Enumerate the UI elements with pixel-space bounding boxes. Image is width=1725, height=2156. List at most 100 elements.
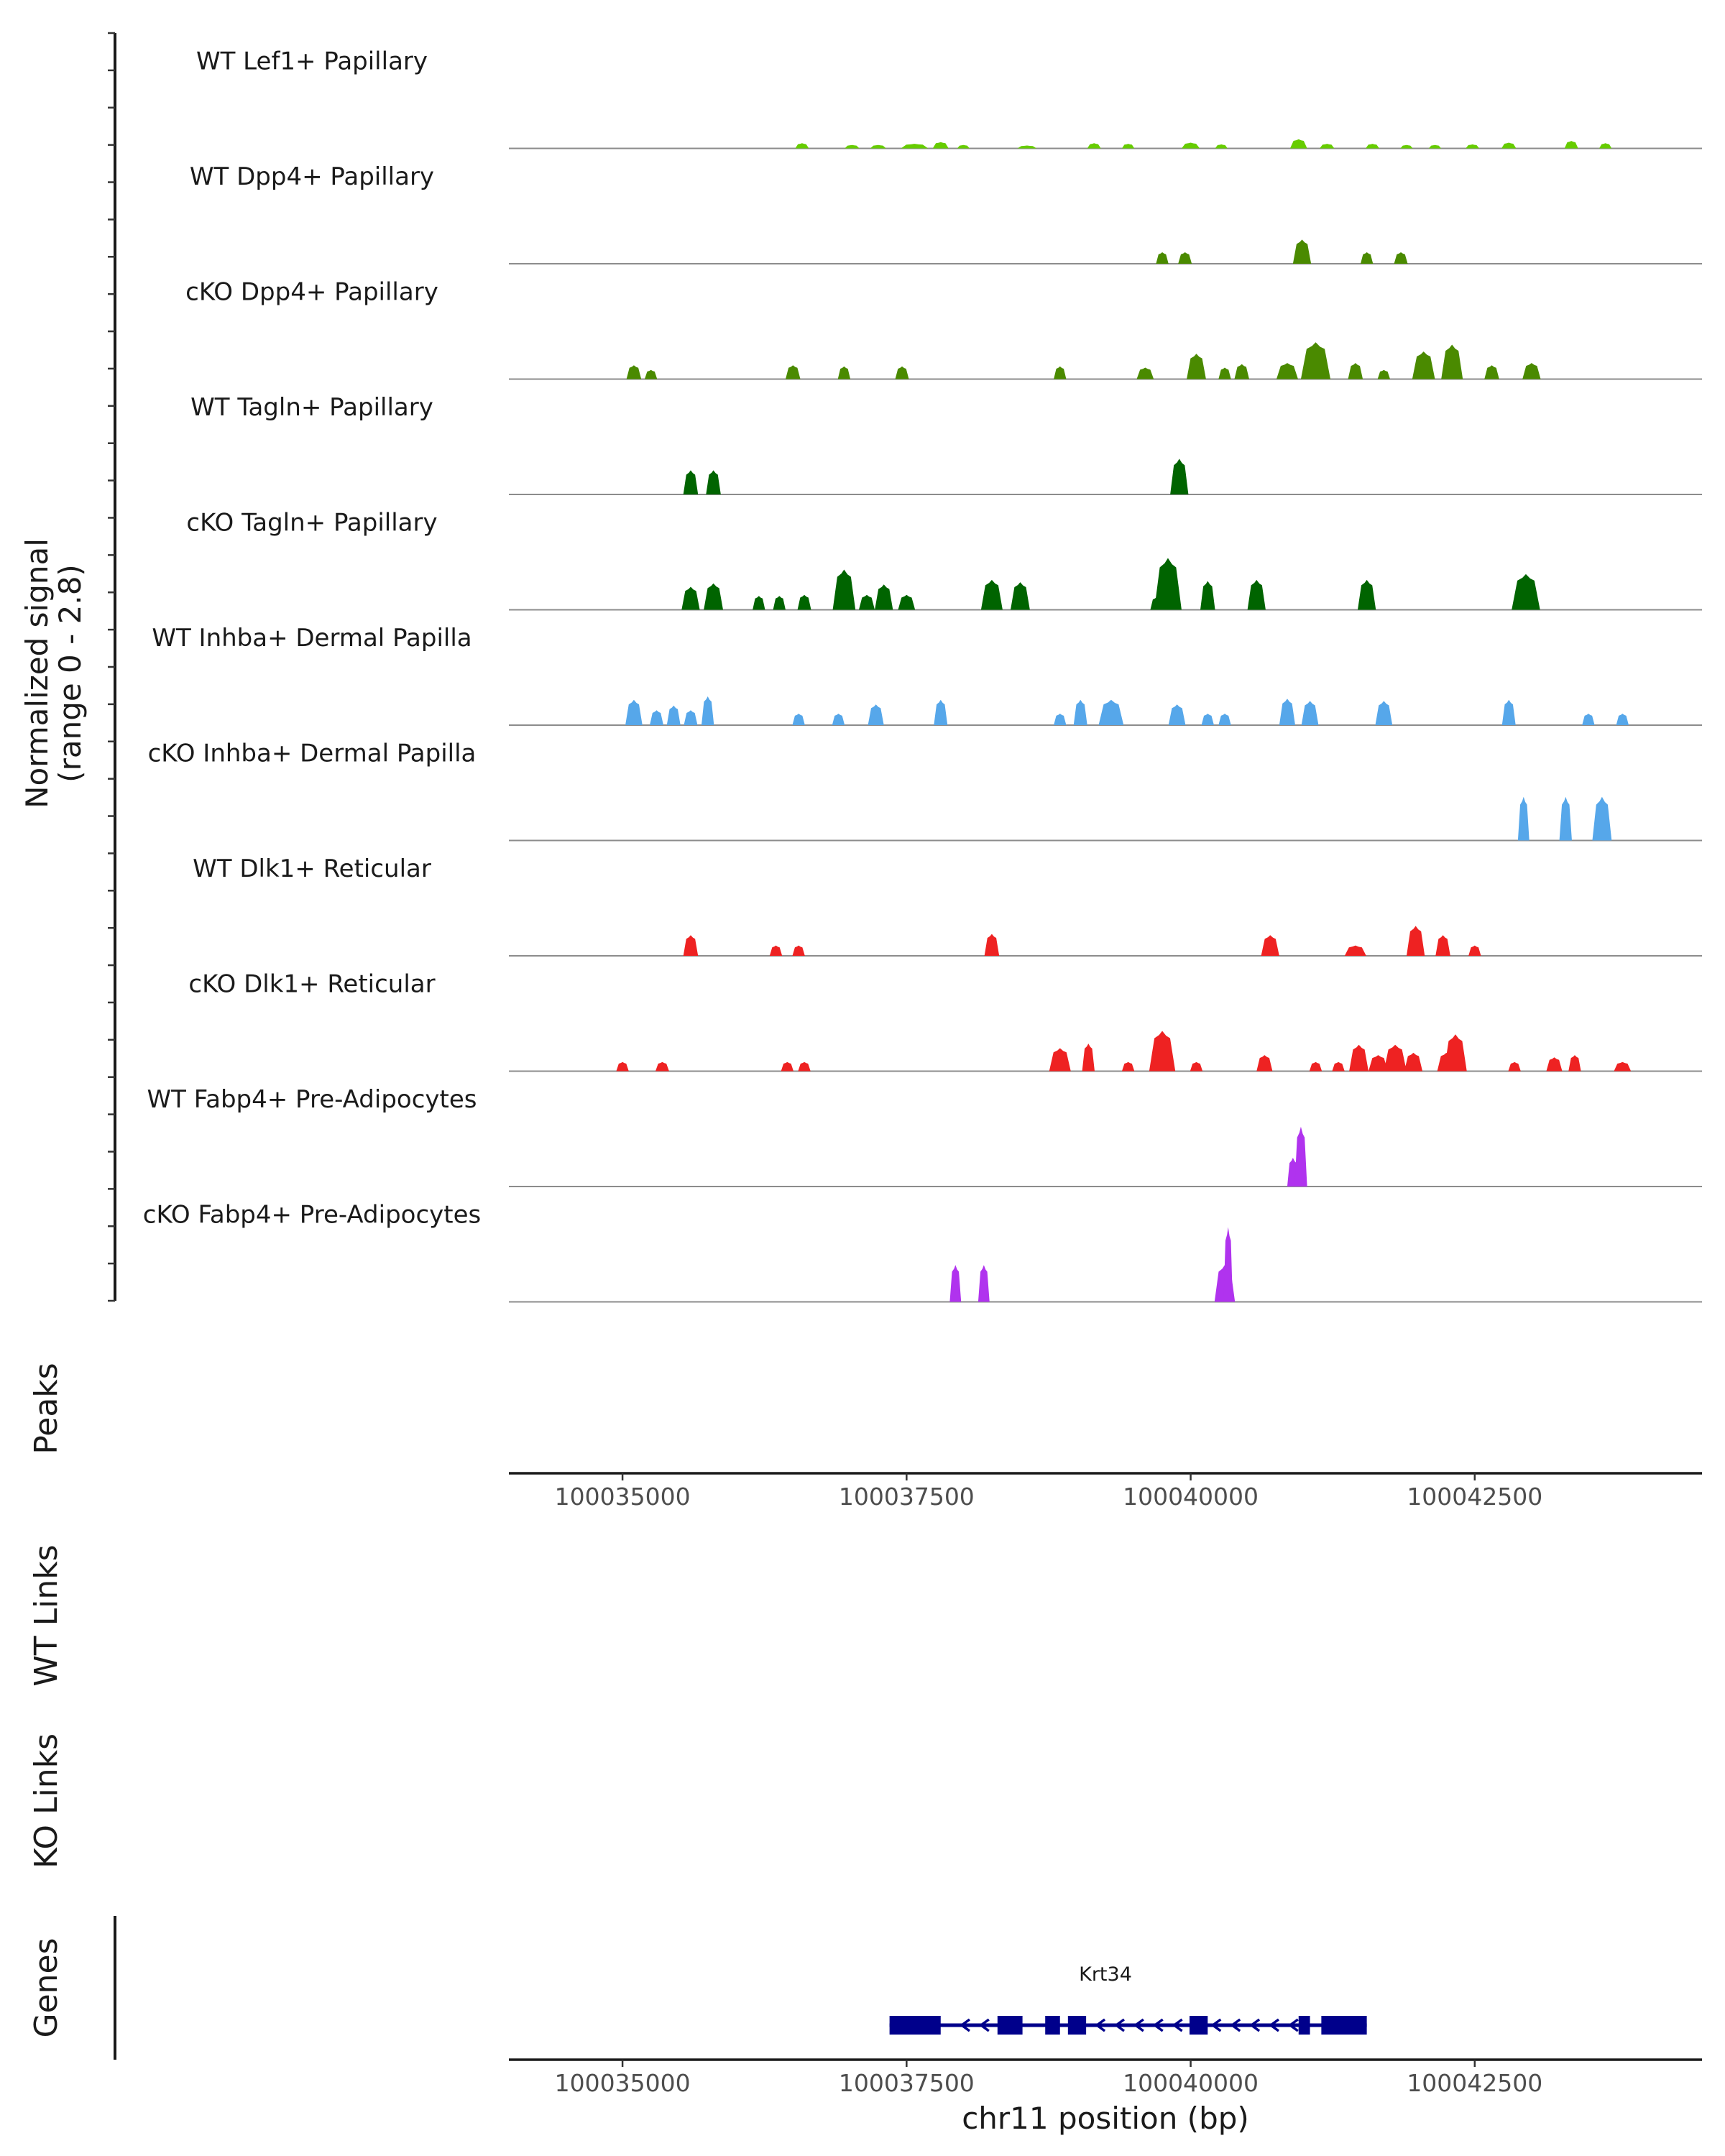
coverage-peak	[1121, 1061, 1135, 1072]
coverage-peak	[644, 369, 658, 379]
coverage-peak	[1357, 579, 1376, 610]
coverage-peak	[1614, 1061, 1632, 1072]
coverage-peak	[1049, 1048, 1071, 1072]
signal-y-axis-title-line1: Normalized signal	[19, 538, 55, 808]
coverage-peak	[1394, 252, 1408, 264]
coverage-peak	[845, 144, 860, 149]
track-3: cKO Dpp4+ Papillary	[185, 278, 1702, 380]
coverage-peak	[898, 594, 916, 610]
coverage-peak	[616, 1061, 629, 1072]
coverage-peak	[1404, 1052, 1423, 1072]
coverage-peak	[1190, 1061, 1203, 1072]
coverage-peak	[832, 569, 856, 610]
coverage-peak	[753, 596, 765, 610]
track-label: cKO Tagln+ Papillary	[186, 509, 437, 538]
coverage-tracks: WT Lef1+ Papillary WT Dpp4+ Papillary cKO …	[143, 47, 1702, 1303]
coverage-peak	[1366, 144, 1380, 149]
coverage-peak	[1300, 342, 1331, 379]
ko-links-panel-label: KO Links	[28, 1733, 65, 1869]
coverage-peak	[701, 696, 714, 725]
track-label: WT Dpp4+ Papillary	[190, 162, 434, 191]
coverage-peak	[1564, 141, 1578, 149]
coverage-peak	[870, 144, 886, 149]
coverage-peak	[1149, 1031, 1176, 1072]
coverage-peak	[666, 705, 681, 725]
strand-arrow	[1249, 2018, 1261, 2032]
strand-arrow	[1210, 2018, 1222, 2032]
coverage-peak	[1247, 579, 1266, 610]
coverage-peak	[1466, 144, 1480, 149]
coverage-peak	[684, 710, 698, 725]
track-10: WT Fabp4+ Pre-Adipocytes	[147, 1085, 1702, 1187]
coverage-peak	[1517, 796, 1530, 841]
coverage-peak	[1349, 1044, 1368, 1072]
coverage-peak	[1170, 459, 1189, 494]
coverage-peak	[1098, 699, 1124, 725]
x-axis-title: chr11 position (bp)	[962, 2101, 1249, 2136]
gene-exon	[1298, 2016, 1310, 2035]
coverage-peak	[1279, 699, 1296, 725]
x-tick-label: 100035000	[555, 2069, 691, 2097]
gene-name-label: Krt34	[1079, 1963, 1132, 1986]
coverage-peak	[1592, 796, 1612, 841]
coverage-peak	[1468, 945, 1481, 956]
coverage-peak	[1200, 581, 1215, 610]
coverage-peak	[1484, 365, 1499, 379]
coverage-peak	[1276, 363, 1298, 379]
strand-arrow	[1172, 2018, 1183, 2032]
coverage-peak	[1073, 699, 1087, 725]
coverage-peak	[773, 596, 786, 610]
coverage-peak	[949, 1265, 962, 1302]
coverage-peak	[1181, 142, 1200, 149]
coverage-peak	[901, 144, 929, 149]
coverage-peak	[980, 579, 1003, 610]
track-label: cKO Dpp4+ Papillary	[185, 278, 438, 307]
gene-exon	[1067, 2016, 1087, 2035]
coverage-peak	[1344, 945, 1366, 956]
x-tick-label: 100037500	[839, 1483, 975, 1511]
coverage-peak	[1054, 714, 1067, 725]
coverage-peak	[1546, 1057, 1563, 1072]
track-2: WT Dpp4+ Papillary	[190, 162, 1702, 264]
coverage-peak	[1256, 1055, 1273, 1072]
coverage-peak	[1154, 558, 1182, 610]
strand-arrow	[1152, 2018, 1164, 2032]
coverage-peak	[1087, 143, 1101, 149]
track-1: WT Lef1+ Papillary	[196, 47, 1702, 149]
coverage-peak	[868, 704, 884, 725]
coverage-peak	[1568, 1055, 1581, 1072]
coverage-peak	[1508, 1061, 1521, 1072]
coverage-peak	[1010, 582, 1030, 610]
gene-exon	[1189, 2016, 1208, 2035]
strand-arrow	[1113, 2018, 1126, 2032]
coverage-peak	[626, 365, 642, 379]
coverage-peak	[1168, 704, 1186, 725]
coverage-peak	[1017, 145, 1037, 149]
coverage-peak	[655, 1061, 669, 1072]
wt-links-panel-label: WT Links	[28, 1544, 65, 1686]
track-label: WT Dlk1+ Reticular	[193, 854, 431, 883]
coverage-peak	[769, 945, 783, 956]
coverage-peak	[875, 584, 893, 610]
x-tick-label: 100042500	[1407, 2069, 1542, 2097]
gene-model	[889, 2016, 1367, 2035]
signal-y-axis-ticks	[108, 32, 115, 1302]
track-7: cKO Inhba+ Dermal Papilla	[148, 740, 1702, 842]
coverage-peak	[932, 142, 949, 149]
coverage-peak	[1375, 701, 1393, 725]
coverage-peak	[785, 365, 801, 379]
coverage-peak	[984, 934, 1000, 956]
strand-arrow	[1269, 2018, 1280, 2032]
strand-arrow	[978, 2018, 990, 2032]
x-tick-label: 100042500	[1407, 1483, 1542, 1511]
coverage-peak	[1444, 1034, 1467, 1072]
coverage-peak	[1598, 143, 1612, 149]
coverage-peak	[1368, 1055, 1388, 1072]
coverage-peak	[1218, 714, 1231, 725]
coverage-peak	[1384, 1044, 1407, 1072]
coverage-peak	[1234, 364, 1249, 379]
track-5: cKO Tagln+ Papillary	[186, 509, 1702, 611]
coverage-peak	[795, 143, 809, 149]
strand-arrow	[1133, 2018, 1144, 2032]
x-tick-label: 100040000	[1123, 2069, 1259, 2097]
